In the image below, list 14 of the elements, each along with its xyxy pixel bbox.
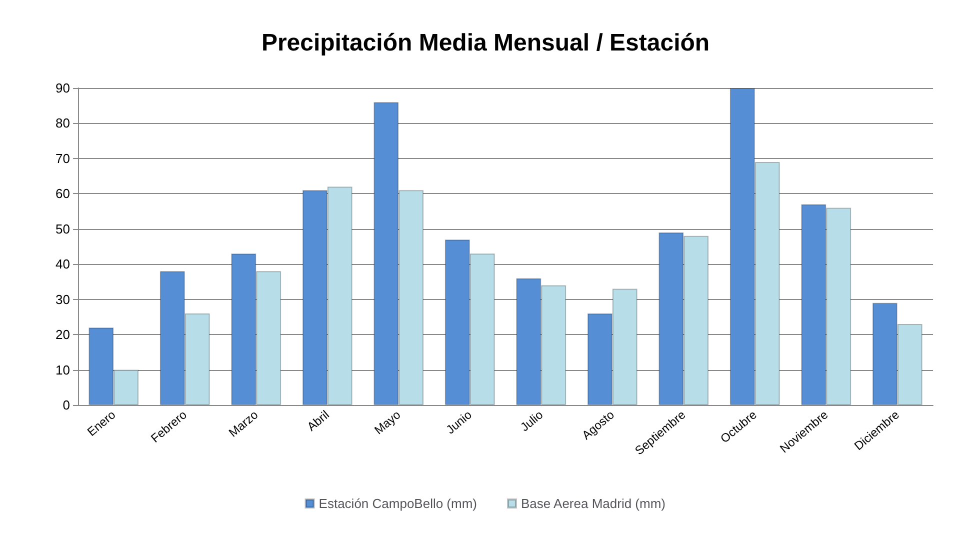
legend-label: Estación CampoBello (mm) (318, 496, 478, 511)
y-tick-label: 20 (56, 327, 70, 342)
y-tick-label: 90 (56, 80, 70, 96)
y-tick-label: 80 (56, 116, 70, 131)
x-tick-label: Julio (518, 407, 546, 434)
y-tick-label: 60 (56, 186, 70, 202)
y-tick-label: 30 (56, 292, 70, 307)
y-tick-label: 0 (62, 398, 70, 412)
chart-title: Precipitación Media Mensual / Estación (261, 30, 710, 56)
y-tick-label: 10 (56, 362, 70, 378)
legend-label: Base Aerea Madrid (mm) (521, 496, 666, 511)
y-tick-label: 70 (56, 150, 70, 166)
y-tick-label: 40 (56, 256, 70, 272)
y-tick-label: 50 (56, 221, 70, 236)
